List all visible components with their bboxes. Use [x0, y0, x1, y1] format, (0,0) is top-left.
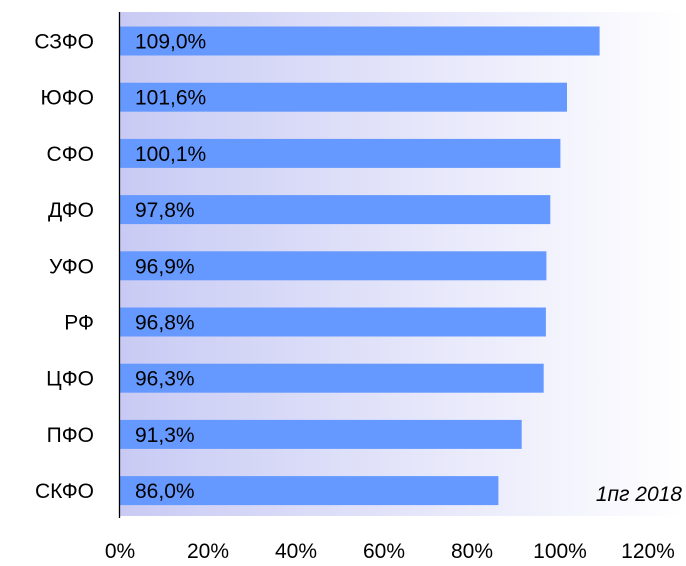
category-label-5: УФО — [49, 255, 94, 278]
bars-group — [120, 26, 600, 506]
category-label-3: СФО — [47, 143, 94, 166]
value-label-4: 97,8% — [135, 199, 195, 222]
bar-2 — [120, 82, 567, 112]
category-label-8: ПФО — [47, 424, 94, 447]
x-tick-label-4: 60% — [363, 540, 405, 563]
category-label-6: РФ — [64, 312, 94, 335]
bar-1 — [120, 26, 600, 56]
value-labels-group: 109,0% 101,6% 100,1% 97,8% 96,9% 96,8% 96,3% 91… — [135, 31, 206, 504]
value-label-8: 91,3% — [135, 424, 195, 447]
period-annotation: 1пг 2018 — [596, 483, 682, 506]
category-label-7: ЦФО — [46, 368, 94, 391]
value-label-2: 101,6% — [135, 87, 206, 110]
category-label-9: СКФО — [35, 480, 94, 503]
category-labels-group: СЗФО ЮФО СФО ДФО УФО РФ ЦФО ПФО СКФО — [34, 31, 94, 504]
x-tick-label-1: 0% — [105, 540, 135, 563]
category-label-1: СЗФО — [34, 31, 94, 54]
value-label-5: 96,9% — [135, 255, 195, 278]
x-tick-label-5: 80% — [451, 540, 493, 563]
value-label-9: 86,0% — [135, 480, 195, 503]
x-tick-label-3: 40% — [275, 540, 317, 563]
bar-7 — [120, 363, 544, 393]
bar-6 — [120, 307, 546, 337]
x-tick-label-7: 120% — [621, 540, 675, 563]
x-tick-label-2: 20% — [187, 540, 229, 563]
value-label-1: 109,0% — [135, 31, 206, 54]
value-label-7: 96,3% — [135, 368, 195, 391]
bar-9 — [120, 476, 499, 506]
x-tick-label-6: 100% — [533, 540, 587, 563]
value-label-6: 96,8% — [135, 312, 195, 335]
bar-4 — [120, 195, 551, 225]
bar-8 — [120, 419, 522, 449]
value-label-3: 100,1% — [135, 143, 206, 166]
category-label-4: ДФО — [48, 199, 94, 222]
bar-5 — [120, 251, 547, 281]
bar-3 — [120, 138, 561, 168]
x-tick-labels-group: 0% 20% 40% 60% 80% 100% 120% — [105, 540, 675, 563]
category-label-2: ЮФО — [40, 87, 94, 110]
